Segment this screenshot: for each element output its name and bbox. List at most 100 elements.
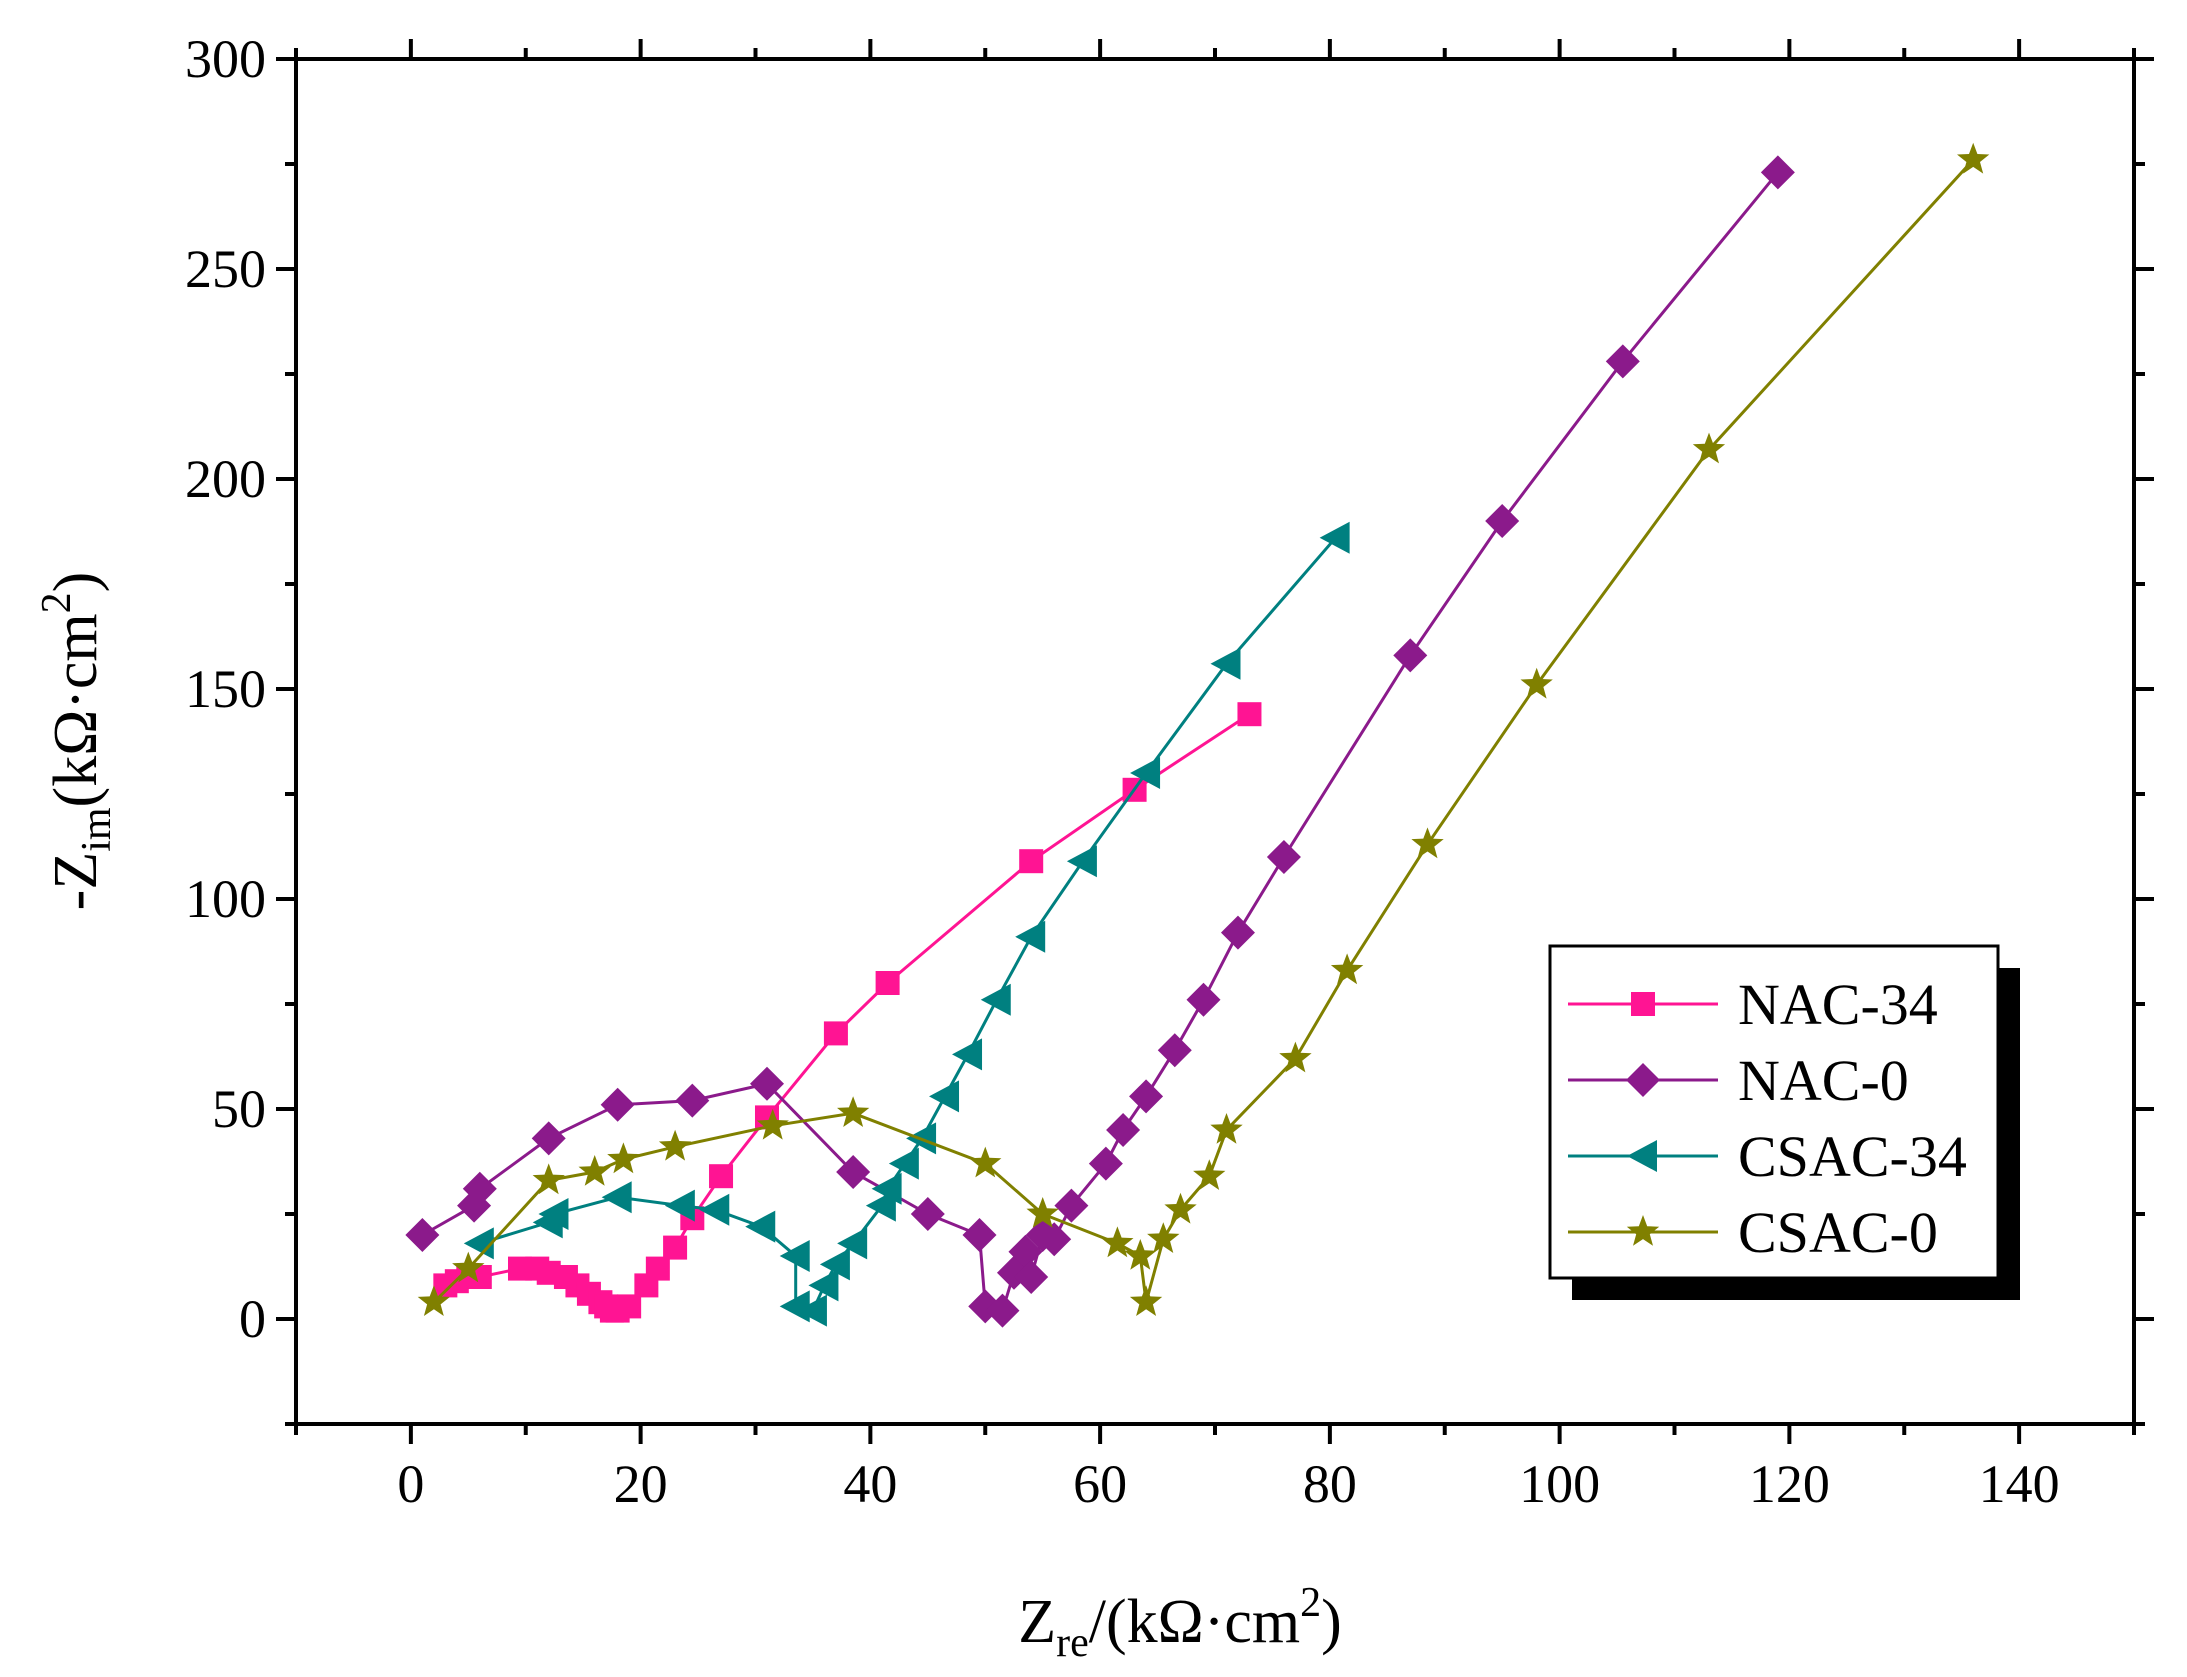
legend-label: CSAC-0 (1738, 1200, 1938, 1265)
series-nac-0 (405, 155, 1795, 1328)
data-point-csac-34 (808, 1269, 839, 1302)
legend-item-nac-34: NAC-34 (1568, 972, 1938, 1037)
data-point-csac-0 (1124, 1239, 1157, 1270)
legend-marker (1626, 1063, 1660, 1097)
y-tick-label: 0 (239, 1289, 266, 1349)
legend-label: CSAC-34 (1738, 1124, 1967, 1189)
y-tick-label: 100 (185, 869, 266, 929)
data-point-csac-34 (699, 1193, 730, 1226)
data-point-csac-34 (1066, 845, 1097, 878)
data-point-nac-0 (1008, 1234, 1043, 1269)
data-point-csac-34 (664, 1189, 695, 1222)
data-point-nac-0 (1220, 915, 1255, 950)
data-point-nac-0 (836, 1155, 871, 1189)
axis-tick-labels: 0 20 40 60 80 100 120 140 0 50 100 150 200 250 300 (185, 29, 2060, 1514)
legend-label: NAC-0 (1738, 1048, 1909, 1113)
data-point-nac-0 (462, 1171, 497, 1206)
series-csac-0 (417, 142, 1990, 1316)
data-point-csac-0 (532, 1163, 565, 1195)
data-point-csac-34 (1015, 920, 1046, 953)
legend-marker (1626, 1215, 1660, 1246)
legend-item-csac-0: CSAC-0 (1568, 1200, 1938, 1265)
data-point-nac-0 (675, 1083, 710, 1118)
data-point-nac-34 (1019, 849, 1044, 874)
legend-marker (1631, 992, 1655, 1016)
data-point-nac-0 (1054, 1188, 1089, 1223)
data-point-nac-0 (985, 1293, 1020, 1328)
y-tick-label: 200 (185, 449, 266, 509)
data-point-csac-0 (1026, 1197, 1059, 1228)
data-point-csac-0 (452, 1251, 485, 1283)
y-tick-label: 250 (185, 239, 266, 299)
data-point-nac-0 (910, 1197, 945, 1231)
data-point-nac-0 (1037, 1222, 1072, 1257)
data-point-nac-0 (405, 1218, 440, 1252)
data-point-nac-0 (1266, 840, 1301, 874)
legend-item-nac-0: NAC-0 (1568, 1048, 1909, 1113)
data-point-csac-0 (1279, 1041, 1312, 1073)
data-point-csac-34 (929, 1080, 960, 1113)
data-point-nac-34 (823, 1021, 848, 1046)
data-point-csac-0 (1210, 1113, 1243, 1144)
data-point-csac-34 (745, 1210, 776, 1243)
data-point-csac-34 (796, 1294, 827, 1327)
data-point-nac-0 (1485, 504, 1520, 538)
legend-box (1548, 944, 2000, 1280)
data-point-nac-0 (1014, 1260, 1049, 1294)
data-point-csac-0 (1193, 1159, 1226, 1190)
data-point-csac-0 (1330, 953, 1364, 985)
x-tick-label: 140 (1979, 1454, 2060, 1514)
series-layer (405, 142, 1990, 1328)
data-point-nac-0 (1760, 155, 1795, 190)
data-point-nac-0 (962, 1218, 997, 1252)
series-nac-34 (433, 702, 1262, 1323)
data-point-nac-34 (617, 1294, 642, 1319)
data-point-nac-0 (1605, 344, 1640, 379)
data-point-nac-34 (1237, 702, 1262, 727)
data-point-csac-0 (1164, 1192, 1197, 1224)
data-point-csac-34 (1210, 647, 1241, 680)
axis-ticks (276, 39, 2154, 1444)
legend-item-csac-34: CSAC-34 (1568, 1124, 1967, 1189)
data-point-nac-34 (663, 1235, 688, 1260)
data-point-nac-34 (645, 1256, 670, 1281)
legend-label: NAC-34 (1738, 972, 1938, 1037)
x-tick-label: 0 (397, 1454, 424, 1514)
x-tick-label: 80 (1303, 1454, 1357, 1514)
data-point-csac-0 (658, 1129, 692, 1161)
data-point-csac-0 (756, 1108, 789, 1140)
data-point-csac-0 (1692, 432, 1726, 464)
series-csac-34 (463, 521, 1350, 1327)
x-tick-label: 100 (1519, 1454, 1600, 1514)
legend-items: NAC-34 NAC-0 CSAC-34 CSAC-0 (1568, 972, 1967, 1265)
data-point-nac-0 (600, 1087, 635, 1122)
x-tick-label: 120 (1749, 1454, 1830, 1514)
legend: NAC-34 NAC-0 CSAC-34 CSAC-0 (1548, 944, 2020, 1300)
data-point-csac-34 (1130, 757, 1161, 789)
data-point-csac-34 (837, 1227, 868, 1260)
data-point-csac-34 (871, 1172, 902, 1205)
data-point-csac-0 (607, 1142, 640, 1174)
data-point-csac-0 (1147, 1222, 1180, 1253)
data-point-nac-0 (1393, 638, 1428, 673)
data-point-csac-34 (463, 1227, 494, 1260)
data-point-nac-0 (1106, 1113, 1141, 1147)
data-point-csac-34 (601, 1181, 632, 1214)
data-point-csac-0 (417, 1285, 450, 1316)
x-tick-label: 60 (1073, 1454, 1127, 1514)
data-point-csac-0 (1411, 827, 1444, 859)
data-point-csac-0 (837, 1096, 870, 1127)
data-point-csac-34 (819, 1248, 850, 1281)
y-axis-title: -Zim(kΩ·cm2) (34, 572, 120, 911)
data-point-nac-0 (531, 1121, 566, 1156)
data-point-csac-34 (980, 983, 1011, 1016)
data-point-csac-34 (779, 1290, 810, 1323)
x-axis-title: Zre/(kΩ·cm2) (1018, 1580, 1342, 1666)
data-point-nac-34 (875, 971, 900, 995)
y-tick-label: 300 (185, 29, 266, 89)
data-point-csac-0 (1129, 1285, 1163, 1316)
y-tick-label: 50 (212, 1079, 266, 1139)
data-point-csac-0 (1520, 667, 1553, 699)
